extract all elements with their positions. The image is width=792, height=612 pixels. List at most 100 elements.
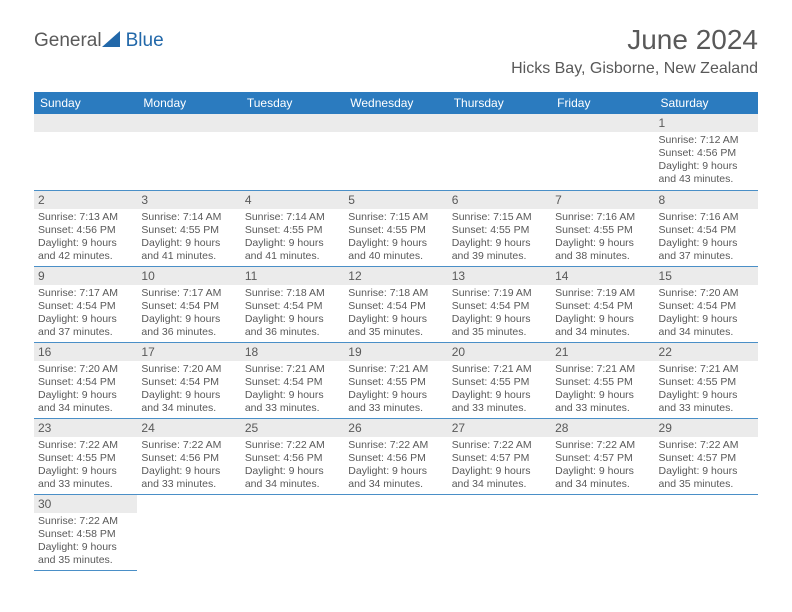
day-detail: Sunrise: 7:22 AMSunset: 4:56 PMDaylight:… xyxy=(141,439,236,491)
day-number-bar: 16 xyxy=(34,343,137,361)
day-cell xyxy=(448,114,551,190)
day-detail: Sunrise: 7:20 AMSunset: 4:54 PMDaylight:… xyxy=(38,363,133,415)
day-cell xyxy=(241,114,344,190)
day-number-bar: 27 xyxy=(448,419,551,437)
day-detail: Sunrise: 7:22 AMSunset: 4:55 PMDaylight:… xyxy=(38,439,133,491)
day-number-bar: 17 xyxy=(137,343,240,361)
day-cell xyxy=(551,494,654,570)
day-cell: 24 Sunrise: 7:22 AMSunset: 4:56 PMDayligh… xyxy=(137,418,240,494)
week-row: 9Sunrise: 7:17 AMSunset: 4:54 PMDaylight… xyxy=(34,266,758,342)
day-number-bar: 2 xyxy=(34,191,137,209)
day-number-bar xyxy=(34,114,137,132)
day-number-bar: 19 xyxy=(344,343,447,361)
day-header: Sunday xyxy=(34,92,137,114)
day-header: Monday xyxy=(137,92,240,114)
day-number-bar: 23 xyxy=(34,419,137,437)
day-detail: Sunrise: 7:22 AMSunset: 4:57 PMDaylight:… xyxy=(555,439,650,491)
day-number-bar: 25 xyxy=(241,419,344,437)
day-header-row: Sunday Monday Tuesday Wednesday Thursday… xyxy=(34,92,758,114)
day-number-bar: 22 xyxy=(655,343,758,361)
day-number-bar: 30 xyxy=(34,495,137,513)
day-detail: Sunrise: 7:16 AMSunset: 4:55 PMDaylight:… xyxy=(555,211,650,263)
day-cell: 29Sunrise: 7:22 AMSunset: 4:57 PMDayligh… xyxy=(655,418,758,494)
day-cell: 8 Sunrise: 7:16 AMSunset: 4:54 PMDaylight… xyxy=(655,190,758,266)
day-detail: Sunrise: 7:18 AMSunset: 4:54 PMDaylight:… xyxy=(348,287,443,339)
day-number-bar: 14 xyxy=(551,267,654,285)
day-number-bar: 20 xyxy=(448,343,551,361)
day-cell: 3 Sunrise: 7:14 AMSunset: 4:55 PMDaylight… xyxy=(137,190,240,266)
day-header: Friday xyxy=(551,92,654,114)
header: General Blue June 2024 Hicks Bay, Gisbor… xyxy=(0,0,792,84)
day-detail: Sunrise: 7:18 AMSunset: 4:54 PMDaylight:… xyxy=(245,287,340,339)
day-cell: 2 Sunrise: 7:13 AMSunset: 4:56 PMDaylight… xyxy=(34,190,137,266)
day-cell: 26 Sunrise: 7:22 AMSunset: 4:56 PMDayligh… xyxy=(344,418,447,494)
day-cell: 19 Sunrise: 7:21 AMSunset: 4:55 PMDayligh… xyxy=(344,342,447,418)
day-detail: Sunrise: 7:22 AMSunset: 4:57 PMDaylight:… xyxy=(452,439,547,491)
day-detail: Sunrise: 7:14 AMSunset: 4:55 PMDaylight:… xyxy=(245,211,340,263)
day-number-bar: 26 xyxy=(344,419,447,437)
day-number-bar: 12 xyxy=(344,267,447,285)
day-cell xyxy=(344,114,447,190)
day-number-bar xyxy=(137,114,240,132)
day-cell: 4Sunrise: 7:14 AMSunset: 4:55 PMDaylight… xyxy=(241,190,344,266)
location: Hicks Bay, Gisborne, New Zealand xyxy=(511,60,758,78)
day-cell: 12 Sunrise: 7:18 AMSunset: 4:54 PMDayligh… xyxy=(344,266,447,342)
day-cell: 27 Sunrise: 7:22 AMSunset: 4:57 PMDayligh… xyxy=(448,418,551,494)
day-detail: Sunrise: 7:21 AMSunset: 4:55 PMDaylight:… xyxy=(348,363,443,415)
day-cell xyxy=(551,114,654,190)
day-detail: Sunrise: 7:19 AMSunset: 4:54 PMDaylight:… xyxy=(452,287,547,339)
day-detail: Sunrise: 7:17 AMSunset: 4:54 PMDaylight:… xyxy=(38,287,133,339)
day-cell: 6Sunrise: 7:15 AMSunset: 4:55 PMDaylight… xyxy=(448,190,551,266)
day-number-bar: 29 xyxy=(655,419,758,437)
day-cell: 21 Sunrise: 7:21 AMSunset: 4:55 PMDayligh… xyxy=(551,342,654,418)
day-cell: 30 Sunrise: 7:22 AMSunset: 4:58 PMDayligh… xyxy=(34,494,137,570)
day-cell: 11Sunrise: 7:18 AMSunset: 4:54 PMDayligh… xyxy=(241,266,344,342)
day-detail: Sunrise: 7:13 AMSunset: 4:56 PMDaylight:… xyxy=(38,211,133,263)
day-detail: Sunrise: 7:22 AMSunset: 4:56 PMDaylight:… xyxy=(245,439,340,491)
day-number-bar: 24 xyxy=(137,419,240,437)
day-cell: 15Sunrise: 7:20 AMSunset: 4:54 PMDayligh… xyxy=(655,266,758,342)
day-detail: Sunrise: 7:22 AMSunset: 4:56 PMDaylight:… xyxy=(348,439,443,491)
week-row: 16 Sunrise: 7:20 AMSunset: 4:54 PMDayligh… xyxy=(34,342,758,418)
day-detail: Sunrise: 7:17 AMSunset: 4:54 PMDaylight:… xyxy=(141,287,236,339)
title-block: June 2024 Hicks Bay, Gisborne, New Zeala… xyxy=(511,24,758,78)
day-header: Saturday xyxy=(655,92,758,114)
day-detail: Sunrise: 7:21 AMSunset: 4:55 PMDaylight:… xyxy=(555,363,650,415)
day-number-bar xyxy=(241,114,344,132)
day-cell: 16 Sunrise: 7:20 AMSunset: 4:54 PMDayligh… xyxy=(34,342,137,418)
day-number-bar: 21 xyxy=(551,343,654,361)
day-cell: 5Sunrise: 7:15 AMSunset: 4:55 PMDaylight… xyxy=(344,190,447,266)
logo-sail-icon xyxy=(102,31,124,54)
day-cell xyxy=(344,494,447,570)
day-detail: Sunrise: 7:12 AMSunset: 4:56 PMDaylight:… xyxy=(659,134,754,186)
logo-word-1: General xyxy=(34,30,102,52)
day-cell: 10Sunrise: 7:17 AMSunset: 4:54 PMDayligh… xyxy=(137,266,240,342)
week-row: 23 Sunrise: 7:22 AMSunset: 4:55 PMDayligh… xyxy=(34,418,758,494)
day-number-bar: 28 xyxy=(551,419,654,437)
week-row: 1Sunrise: 7:12 AMSunset: 4:56 PMDaylight… xyxy=(34,114,758,190)
day-number-bar: 9 xyxy=(34,267,137,285)
day-cell xyxy=(137,494,240,570)
day-cell: 20Sunrise: 7:21 AMSunset: 4:55 PMDayligh… xyxy=(448,342,551,418)
day-detail: Sunrise: 7:20 AMSunset: 4:54 PMDaylight:… xyxy=(659,287,754,339)
day-number-bar: 3 xyxy=(137,191,240,209)
day-detail: Sunrise: 7:16 AMSunset: 4:54 PMDaylight:… xyxy=(659,211,754,263)
day-cell: 13Sunrise: 7:19 AMSunset: 4:54 PMDayligh… xyxy=(448,266,551,342)
day-cell: 14 Sunrise: 7:19 AMSunset: 4:54 PMDayligh… xyxy=(551,266,654,342)
day-detail: Sunrise: 7:19 AMSunset: 4:54 PMDaylight:… xyxy=(555,287,650,339)
day-number-bar: 5 xyxy=(344,191,447,209)
day-detail: Sunrise: 7:21 AMSunset: 4:55 PMDaylight:… xyxy=(659,363,754,415)
logo: General Blue xyxy=(34,24,164,52)
day-detail: Sunrise: 7:21 AMSunset: 4:54 PMDaylight:… xyxy=(245,363,340,415)
day-number-bar: 18 xyxy=(241,343,344,361)
day-cell: 22 Sunrise: 7:21 AMSunset: 4:55 PMDayligh… xyxy=(655,342,758,418)
day-cell xyxy=(448,494,551,570)
day-detail: Sunrise: 7:22 AMSunset: 4:58 PMDaylight:… xyxy=(38,515,133,567)
day-number-bar: 6 xyxy=(448,191,551,209)
day-detail: Sunrise: 7:14 AMSunset: 4:55 PMDaylight:… xyxy=(141,211,236,263)
logo-word-2: Blue xyxy=(126,30,164,52)
week-row: 2 Sunrise: 7:13 AMSunset: 4:56 PMDaylight… xyxy=(34,190,758,266)
day-header: Wednesday xyxy=(344,92,447,114)
day-number-bar: 8 xyxy=(655,191,758,209)
day-cell xyxy=(137,114,240,190)
